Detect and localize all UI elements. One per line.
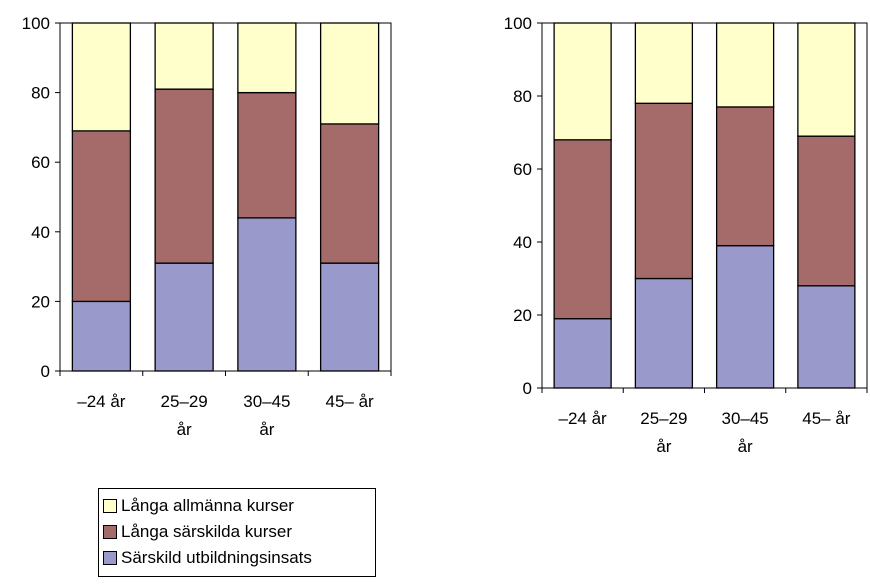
y-tick-label: 20: [31, 292, 50, 311]
bar-segment: [715, 106, 775, 247]
y-tick-label: 60: [31, 153, 50, 172]
bar-segment: [154, 22, 214, 90]
bar-segment: [715, 244, 775, 389]
legend-swatch: [103, 525, 117, 539]
y-tick-label: 40: [31, 223, 50, 242]
bar-segment: [797, 135, 856, 287]
bar-segment: [71, 130, 132, 303]
x-tick-label: 30–45: [721, 409, 768, 428]
bar-segment: [553, 317, 612, 389]
x-tick-label: –24 år: [77, 392, 126, 411]
bar-segment: [715, 22, 775, 108]
bar-segment: [237, 91, 297, 219]
legend-item-sarskild-utbildningsinsats: Särskild utbildningsinsats: [103, 545, 375, 571]
bar-segment: [319, 22, 380, 125]
legend-item-langa-sarskilda-kurser: Långa särskilda kurser: [103, 519, 375, 545]
y-tick-label: 0: [523, 379, 532, 398]
chart-left: 0 20 40 60 80 100 –24 år 25–29 år 30–45 år 45– år: [22, 14, 392, 439]
y-tick-label: 0: [41, 362, 50, 381]
bar-segment: [71, 300, 132, 372]
x-tick-label: 45– år: [802, 409, 851, 428]
legend-label: Särskild utbildningsinsats: [121, 548, 312, 567]
y-tick-label: 40: [513, 233, 532, 252]
legend-label: Långa särskilda kurser: [121, 522, 293, 541]
bar-segment: [634, 22, 694, 104]
bar-segment: [71, 22, 132, 132]
y-tick-label: 100: [504, 14, 532, 33]
y-tick-label: 100: [22, 14, 50, 33]
x-tick-label: 30–45: [243, 392, 290, 411]
x-tick-label: 25–29: [640, 409, 687, 428]
bar-segment: [634, 277, 694, 389]
y-tick-label: 80: [513, 87, 532, 106]
x-tick-label: –24 år: [559, 409, 608, 428]
bar-segment: [553, 22, 612, 141]
x-tick-label: år: [738, 437, 753, 456]
bar-segment: [797, 285, 856, 389]
legend-label: Långa allmänna kurser: [121, 496, 294, 515]
bar-segment: [237, 22, 297, 94]
bar-segment: [797, 22, 856, 137]
x-tick-label: år: [259, 420, 274, 439]
chart-right: 0 20 40 60 80 100 –24 år 25–29 år 30–45 år 45– år: [504, 14, 868, 456]
bar-segment: [154, 262, 214, 372]
y-tick-label: 60: [513, 160, 532, 179]
x-tick-label: år: [177, 420, 192, 439]
bar-segment: [553, 139, 612, 320]
legend-swatch: [103, 499, 117, 513]
x-tick-label: år: [656, 437, 671, 456]
x-tick-label: 45– år: [326, 392, 375, 411]
legend-item-langa-allmanna-kurser: Långa allmänna kurser: [103, 493, 375, 519]
y-tick-label: 80: [31, 84, 50, 103]
bar-segment: [237, 217, 297, 372]
legend: Långa allmänna kurser Långa särskilda ku…: [98, 488, 376, 577]
bar-segment: [319, 123, 380, 264]
y-tick-label: 20: [513, 306, 532, 325]
bar-segment: [634, 102, 694, 280]
bar-segment: [319, 262, 380, 372]
x-tick-label: 25–29: [160, 392, 207, 411]
legend-swatch: [103, 551, 117, 565]
bar-segment: [154, 88, 214, 264]
